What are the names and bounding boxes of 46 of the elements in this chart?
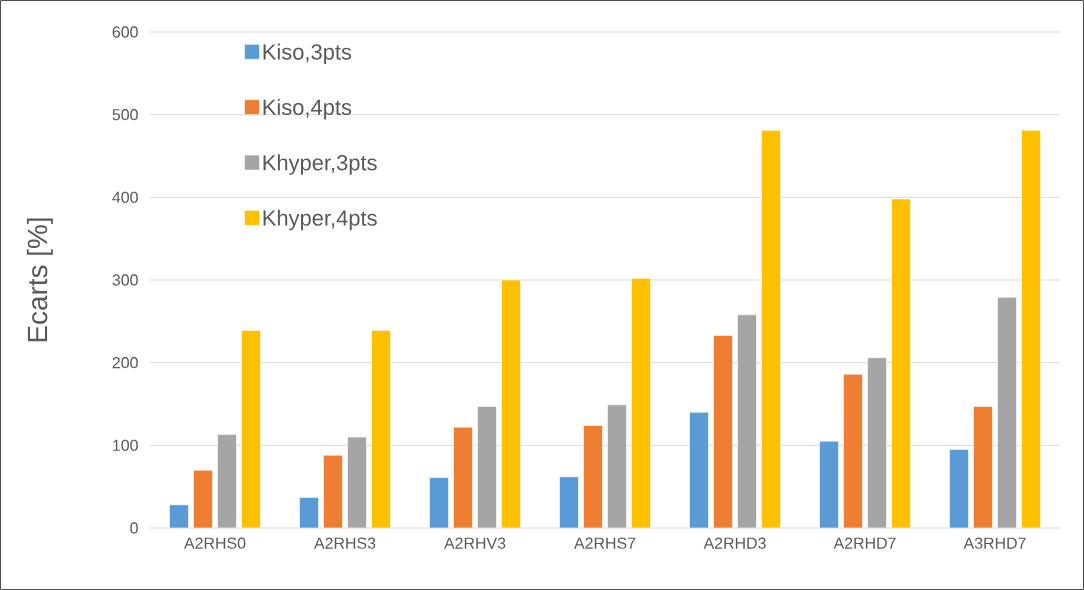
bar [217, 434, 237, 528]
y-tick-label: 200 [112, 357, 138, 369]
bar [867, 357, 887, 528]
y-tick-label: 300 [112, 274, 138, 286]
bar [737, 314, 757, 528]
y-tick-label: 500 [112, 109, 138, 121]
bar [429, 477, 449, 528]
y-tick-label: 0 [130, 522, 138, 534]
y-tick-label: 600 [112, 26, 138, 38]
legend-label: Kiso,3pts [263, 43, 352, 65]
x-tick-label: A2RHS0 [184, 537, 246, 549]
bar [559, 476, 579, 528]
x-tick-label: A2RHV3 [444, 537, 506, 549]
bar [973, 406, 993, 528]
bar [631, 278, 651, 528]
x-tick-label: A2RHD7 [833, 537, 896, 549]
x-tick-label: A2RHS7 [574, 537, 636, 549]
x-tick-label: A3RHD7 [963, 537, 1026, 549]
legend-label: Khyper,4pts [263, 209, 377, 231]
bar [1021, 130, 1041, 528]
x-tick-label: A2RHD3 [703, 537, 766, 549]
bar [323, 455, 343, 528]
x-tick-label: A2RHS3 [314, 537, 376, 549]
bar [997, 297, 1017, 528]
y-tick-label: 400 [112, 191, 138, 203]
bar [299, 497, 319, 528]
bar [689, 412, 709, 528]
bar [371, 330, 391, 528]
legend-label: Khyper,3pts [263, 154, 377, 175]
bar [347, 437, 367, 528]
bar [949, 449, 969, 528]
bar [501, 280, 521, 528]
bar [193, 470, 213, 528]
bar [477, 406, 497, 528]
bar [607, 404, 627, 528]
bar [891, 198, 911, 528]
bar [819, 441, 839, 528]
legend-label: Kiso,4pts [263, 98, 352, 120]
y-axis-title: Ecarts [%] [26, 218, 53, 342]
bar [453, 427, 473, 528]
bar [241, 330, 261, 528]
bar [583, 425, 603, 528]
bar [761, 130, 781, 528]
y-tick-label: 100 [113, 439, 138, 451]
bar [713, 335, 733, 528]
bar [843, 374, 863, 528]
